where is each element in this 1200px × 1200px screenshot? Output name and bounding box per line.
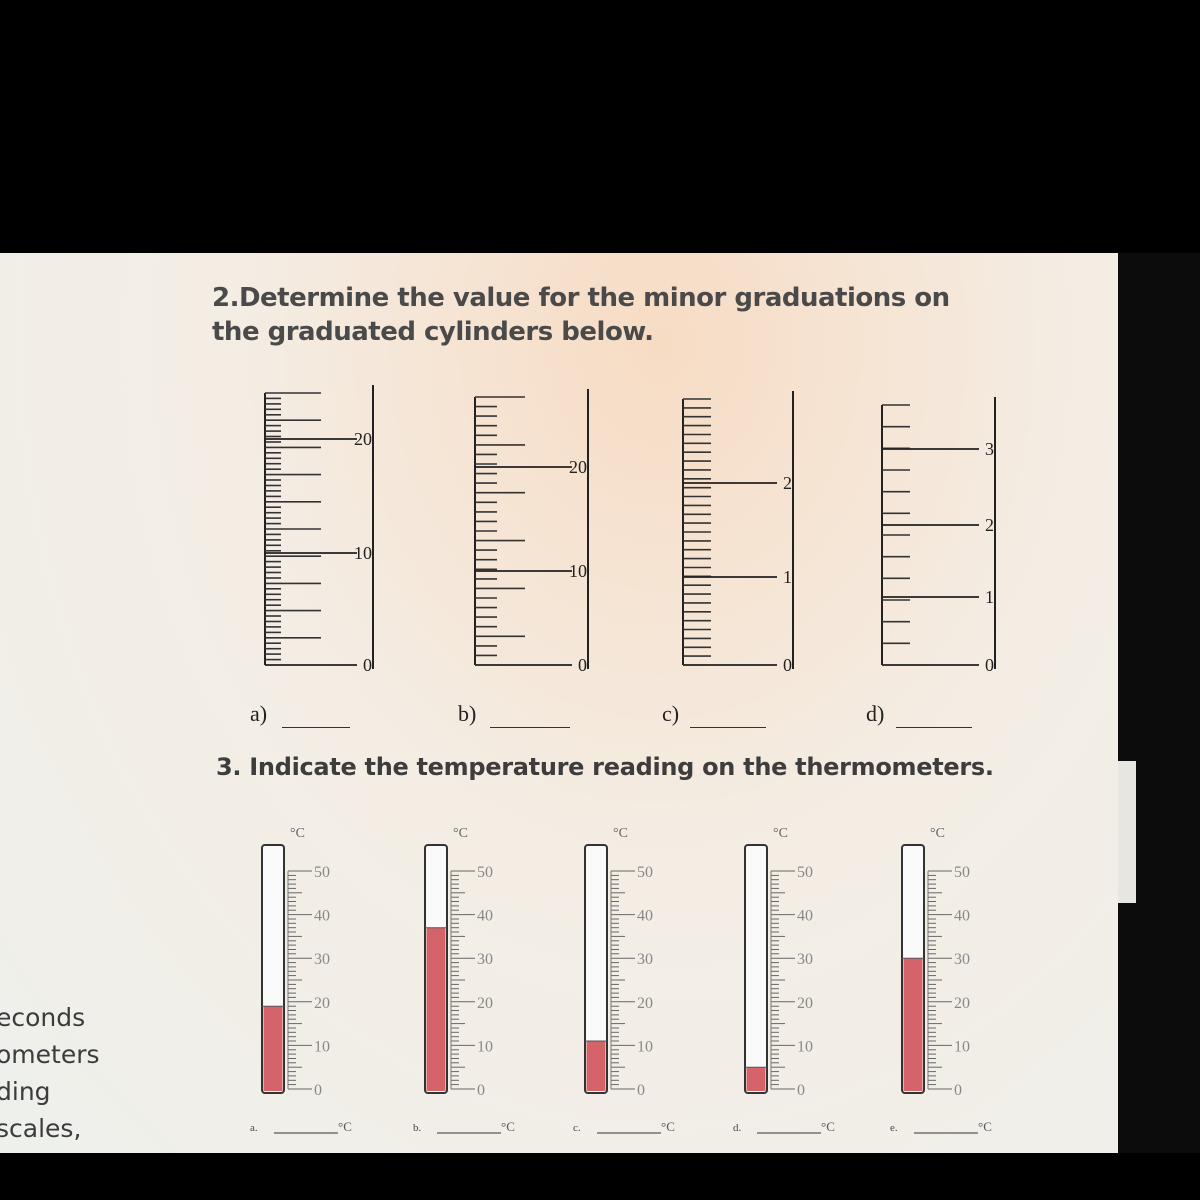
side-text-1: econds xyxy=(0,1003,86,1032)
scale-label: 10 xyxy=(954,1038,970,1055)
thermometer-a: 50 40 30 20 10 0 °C a. °C xyxy=(250,826,352,1134)
scale-label: 50 xyxy=(637,864,653,881)
major-graduation-label: 3 xyxy=(985,439,994,459)
unit-label-bottom: °C xyxy=(978,1119,992,1134)
scale-label: 10 xyxy=(637,1038,653,1055)
scale-label: 50 xyxy=(477,864,493,881)
side-text-2: ometers xyxy=(0,1040,100,1069)
thermometers: 50 40 30 20 10 0 °C a. °C 50 40 30 20 10 0 °C b. °C 50 40 30… xyxy=(250,826,992,1134)
scale-label: 50 xyxy=(797,864,813,881)
thermometer-tube xyxy=(584,844,608,1094)
scale-label: 20 xyxy=(954,995,970,1012)
major-graduation-label: 1 xyxy=(783,567,792,587)
unit-label-top: °C xyxy=(613,826,628,841)
question-2-text: 2.Determine the value for the minor grad… xyxy=(212,283,950,347)
thermometer-label: b. xyxy=(413,1122,422,1134)
scale-label: 20 xyxy=(314,995,330,1012)
thermometer-b: 50 40 30 20 10 0 °C b. °C xyxy=(413,826,515,1134)
cylinder-b-answer-blank[interactable] xyxy=(490,727,570,728)
scale-label: 30 xyxy=(314,951,330,968)
thermometer-tube xyxy=(744,844,768,1094)
scale-label: 0 xyxy=(637,1082,645,1099)
scale-label: 20 xyxy=(797,995,813,1012)
cylinder-a: 20 10 0 xyxy=(264,385,374,675)
question-3-text: 3. Indicate the temperature reading on t… xyxy=(216,753,994,781)
side-text-4: scales, xyxy=(0,1114,82,1143)
major-graduation-label: 1 xyxy=(985,587,994,607)
cylinder-d-answer-blank[interactable] xyxy=(896,727,972,728)
scale-label: 40 xyxy=(954,908,970,925)
scale-label: 0 xyxy=(477,1082,485,1099)
scale-label: 40 xyxy=(797,908,813,925)
thermometer-label: a. xyxy=(250,1122,258,1134)
cylinder-a-answer-blank[interactable] xyxy=(282,727,350,728)
scale-label: 0 xyxy=(954,1082,962,1099)
scale-label: 0 xyxy=(797,1082,805,1099)
scale-label: 50 xyxy=(954,864,970,881)
scale-label: 30 xyxy=(954,951,970,968)
unit-label-top: °C xyxy=(930,826,945,841)
major-graduation-label: 0 xyxy=(783,655,792,675)
mercury-column xyxy=(746,1067,766,1091)
unit-label-bottom: °C xyxy=(821,1119,835,1134)
thermometer-label: c. xyxy=(573,1122,581,1134)
scale-label: 10 xyxy=(314,1038,330,1055)
thermometer-e: 50 40 30 20 10 0 °C e. °C xyxy=(890,826,992,1134)
cylinder-d: 3 2 1 0 xyxy=(881,397,996,675)
cylinder-d-label: d) xyxy=(866,701,885,726)
thermometer-d: 50 40 30 20 10 0 °C d. °C xyxy=(733,826,835,1134)
cylinder-c-label: c) xyxy=(662,701,680,726)
major-graduation-label: 20 xyxy=(354,429,372,449)
scale-label: 40 xyxy=(477,908,493,925)
major-graduation-label: 0 xyxy=(363,655,372,675)
screen: 2.Determine the value for the minor grad… xyxy=(0,253,1200,1153)
thermometer-label: d. xyxy=(733,1122,742,1134)
scale-label: 10 xyxy=(797,1038,813,1055)
scale-label: 30 xyxy=(477,951,493,968)
cylinder-c: 2 1 0 xyxy=(682,391,794,675)
side-text-3: ding xyxy=(0,1077,51,1106)
scale-label: 30 xyxy=(637,951,653,968)
mercury-column xyxy=(586,1041,606,1091)
major-graduation-label: 10 xyxy=(354,543,372,563)
scale-label: 50 xyxy=(314,864,330,881)
mercury-column xyxy=(426,927,446,1091)
scale-label: 20 xyxy=(477,995,493,1012)
major-graduation-label: 0 xyxy=(985,655,994,675)
scale-label: 40 xyxy=(314,908,330,925)
scale-label: 40 xyxy=(637,908,653,925)
cylinder-a-label: a) xyxy=(250,701,268,726)
mercury-column xyxy=(263,1006,283,1091)
window-edge xyxy=(1118,253,1200,1153)
major-graduation-label: 20 xyxy=(569,457,587,477)
unit-label-bottom: °C xyxy=(661,1119,675,1134)
major-graduation-label: 2 xyxy=(985,515,994,535)
unit-label-top: °C xyxy=(773,826,788,841)
mercury-column xyxy=(903,958,923,1091)
major-graduation-label: 0 xyxy=(578,655,587,675)
major-graduation-label: 2 xyxy=(783,473,792,493)
unit-label-top: °C xyxy=(290,826,305,841)
cylinder-b: 20 10 0 xyxy=(474,389,589,675)
major-graduation-label: 10 xyxy=(569,561,587,581)
cylinder-c-answer-blank[interactable] xyxy=(690,727,766,728)
thermometer-label: e. xyxy=(890,1122,898,1134)
unit-label-bottom: °C xyxy=(338,1119,352,1134)
unit-label-top: °C xyxy=(453,826,468,841)
scale-label: 20 xyxy=(637,995,653,1012)
scale-label: 30 xyxy=(797,951,813,968)
scale-label: 0 xyxy=(314,1082,322,1099)
thermometer-c: 50 40 30 20 10 0 °C c. °C xyxy=(573,826,675,1134)
unit-label-bottom: °C xyxy=(501,1119,515,1134)
scale-label: 10 xyxy=(477,1038,493,1055)
cylinder-b-label: b) xyxy=(458,701,477,726)
